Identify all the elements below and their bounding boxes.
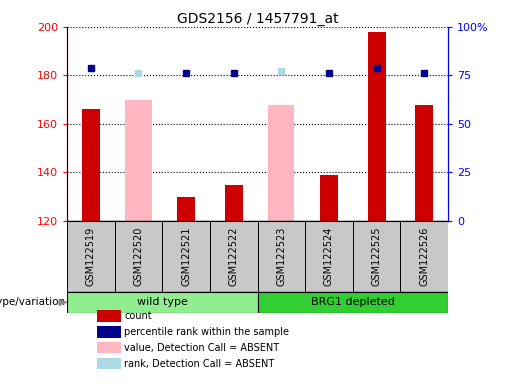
Bar [97,310,122,322]
Text: value, Detection Call = ABSENT: value, Detection Call = ABSENT [124,343,279,353]
Bar [415,104,433,221]
Bar [225,185,243,221]
Text: GSM122520: GSM122520 [133,227,143,286]
Text: GSM122524: GSM122524 [324,227,334,286]
Title: GDS2156 / 1457791_at: GDS2156 / 1457791_at [177,12,338,26]
Bar [97,326,122,338]
Text: GSM122526: GSM122526 [419,227,429,286]
Bar [125,100,151,221]
Bar [82,109,100,221]
Text: GSM122522: GSM122522 [229,227,238,286]
Bar [368,32,386,221]
Bar [177,197,195,221]
Bar [258,292,448,313]
Text: BRG1 depleted: BRG1 depleted [311,297,394,308]
Text: rank, Detection Call = ABSENT: rank, Detection Call = ABSENT [124,359,274,369]
Bar [320,175,338,221]
Text: genotype/variation: genotype/variation [0,297,66,308]
Bar [268,104,295,221]
Text: percentile rank within the sample: percentile rank within the sample [124,327,289,337]
Text: GSM122519: GSM122519 [86,227,96,286]
Bar [97,358,122,369]
Text: GSM122525: GSM122525 [372,227,382,286]
Text: count: count [124,311,152,321]
Text: wild type: wild type [137,297,187,308]
Text: GSM122523: GSM122523 [277,227,286,286]
Text: GSM122521: GSM122521 [181,227,191,286]
Bar [97,342,122,354]
Bar [67,292,258,313]
